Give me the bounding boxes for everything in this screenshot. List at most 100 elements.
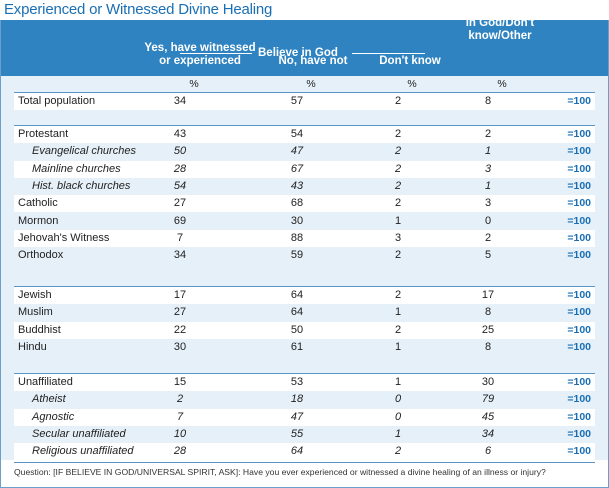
header-rule-left (180, 53, 252, 54)
pct-col2: % (306, 78, 316, 90)
table-row: Protestant 43 54 2 2 =100 (14, 126, 595, 143)
row-total-marker: =100 (567, 340, 591, 353)
row-value-col2: 64 (290, 306, 304, 319)
row-total-marker: =100 (567, 376, 591, 388)
row-value-col4: 1 (484, 179, 492, 192)
row-value-col2: 67 (290, 162, 304, 175)
row-value-col2: 59 (290, 249, 304, 262)
col-yes-header-line2: or experienced (159, 55, 241, 67)
row-value-col3: 2 (394, 145, 402, 158)
pct-col3: % (407, 78, 417, 90)
row-value-col1: 50 (173, 145, 187, 158)
row-value-col1: 43 (173, 128, 187, 140)
row-value-col3: 1 (394, 427, 402, 440)
row-value-col4: 17 (481, 289, 495, 301)
row-total-marker: =100 (567, 145, 591, 158)
table-row: Agnostic 7 47 0 45 =100 (14, 408, 595, 426)
row-value-col3: 1 (394, 376, 402, 388)
table-row: Hist. black churches 54 43 2 1 =100 (14, 178, 595, 195)
col-nonbeliever-line2: in God/Don't (465, 17, 535, 29)
table-row: Religious unaffiliated 28 64 2 6 =100 (14, 443, 595, 461)
table-row: Jewish 17 64 2 17 =100 (14, 287, 595, 304)
row-total-marker: =100 (567, 445, 591, 458)
group-separator (14, 125, 595, 126)
table-row: Buddhist 22 50 2 25 =100 (14, 321, 595, 339)
table-row: Mainline churches 28 67 2 3 =100 (14, 160, 595, 178)
believe-group-label: Believe in God (258, 47, 338, 59)
row-value-col4: 2 (484, 231, 492, 244)
row-value-col4: 79 (481, 393, 495, 406)
table-header: Believe in God Yes, have witnessed or ex… (0, 4, 609, 76)
group-separator (14, 373, 595, 374)
row-value-col4: 5 (484, 249, 492, 262)
row-value-col1: 22 (173, 323, 187, 336)
row-label: Catholic (18, 197, 58, 210)
row-value-col2: 43 (290, 179, 304, 192)
row-value-col3: 2 (394, 128, 402, 140)
table-row: Evangelical churches 50 47 2 1 =100 (14, 143, 595, 160)
row-value-col4: 1 (484, 145, 492, 158)
row-label: Agnostic (32, 410, 75, 423)
row-value-col1: 27 (173, 197, 187, 210)
table-row: Unaffiliated 15 53 1 30 =100 (14, 374, 595, 391)
row-value-col3: 2 (394, 289, 402, 301)
row-value-col3: 2 (394, 445, 402, 458)
table-row: Mormon 69 30 1 0 =100 (14, 213, 595, 230)
row-value-col4: 25 (481, 323, 495, 336)
row-value-col2: 88 (290, 231, 304, 244)
row-total-marker: =100 (567, 179, 591, 192)
group-separator (14, 286, 595, 287)
row-total-marker: =100 (567, 289, 591, 301)
col-nonbeliever-header: Don't believe in God/Don't know/Other (455, 4, 545, 43)
row-value-col4: 6 (484, 445, 492, 458)
table-row: Jehovah's Witness 7 88 3 2 =100 (14, 229, 595, 247)
row-label: Hindu (18, 340, 47, 353)
row-total-marker: =100 (567, 306, 591, 319)
row-value-col3: 2 (394, 249, 402, 262)
row-total-marker: =100 (567, 128, 591, 140)
row-value-col2: 47 (290, 145, 304, 158)
row-value-col2: 61 (290, 340, 304, 353)
col-yes-header: Yes, have witnessed or experienced (140, 42, 260, 68)
row-value-col4: 45 (481, 410, 495, 423)
row-value-col4: 34 (481, 427, 495, 440)
pct-col4: % (497, 78, 507, 90)
group-separator (14, 92, 595, 93)
table-row: Muslim 27 64 1 8 =100 (14, 304, 595, 321)
col-yes-header-line1: Yes, have witnessed (144, 42, 256, 54)
row-total-marker: =100 (567, 323, 591, 336)
row-value-col1: 17 (173, 289, 187, 301)
row-value-col4: 8 (484, 340, 492, 353)
row-label: Mainline churches (32, 162, 121, 175)
row-value-col3: 2 (394, 179, 402, 192)
table-bottom-rule (14, 462, 595, 463)
row-total-marker: =100 (567, 197, 591, 210)
table-row: Secular unaffiliated 10 55 1 34 =100 (14, 426, 595, 443)
row-value-col3: 1 (394, 306, 402, 319)
row-value-col4: 3 (484, 197, 492, 210)
row-value-col3: 0 (394, 393, 402, 406)
row-value-col1: 27 (173, 306, 187, 319)
row-label: Jewish (18, 289, 52, 301)
row-value-col4: 8 (484, 95, 492, 107)
row-value-col4: 2 (484, 128, 492, 140)
row-total-marker: =100 (567, 410, 591, 423)
row-label: Buddhist (18, 323, 61, 336)
row-label: Jehovah's Witness (18, 231, 110, 244)
row-label: Unaffiliated (18, 376, 73, 388)
row-value-col4: 30 (481, 376, 495, 388)
row-value-col2: 54 (290, 128, 304, 140)
row-label: Protestant (18, 128, 69, 140)
row-value-col1: 7 (176, 231, 184, 244)
percent-row: % % % % (14, 78, 595, 92)
row-value-col1: 54 (173, 179, 187, 192)
row-value-col1: 34 (173, 249, 187, 262)
row-value-col1: 15 (173, 376, 187, 388)
question-footnote: Question: [IF BELIEVE IN GOD/UNIVERSAL S… (14, 467, 546, 477)
row-total-marker: =100 (567, 231, 591, 244)
table-row: Atheist 2 18 0 79 =100 (14, 391, 595, 408)
row-label: Evangelical churches (32, 145, 136, 158)
row-label: Secular unaffiliated (32, 427, 126, 440)
row-value-col2: 55 (290, 427, 304, 440)
col-no-header: No, have not (278, 55, 348, 67)
